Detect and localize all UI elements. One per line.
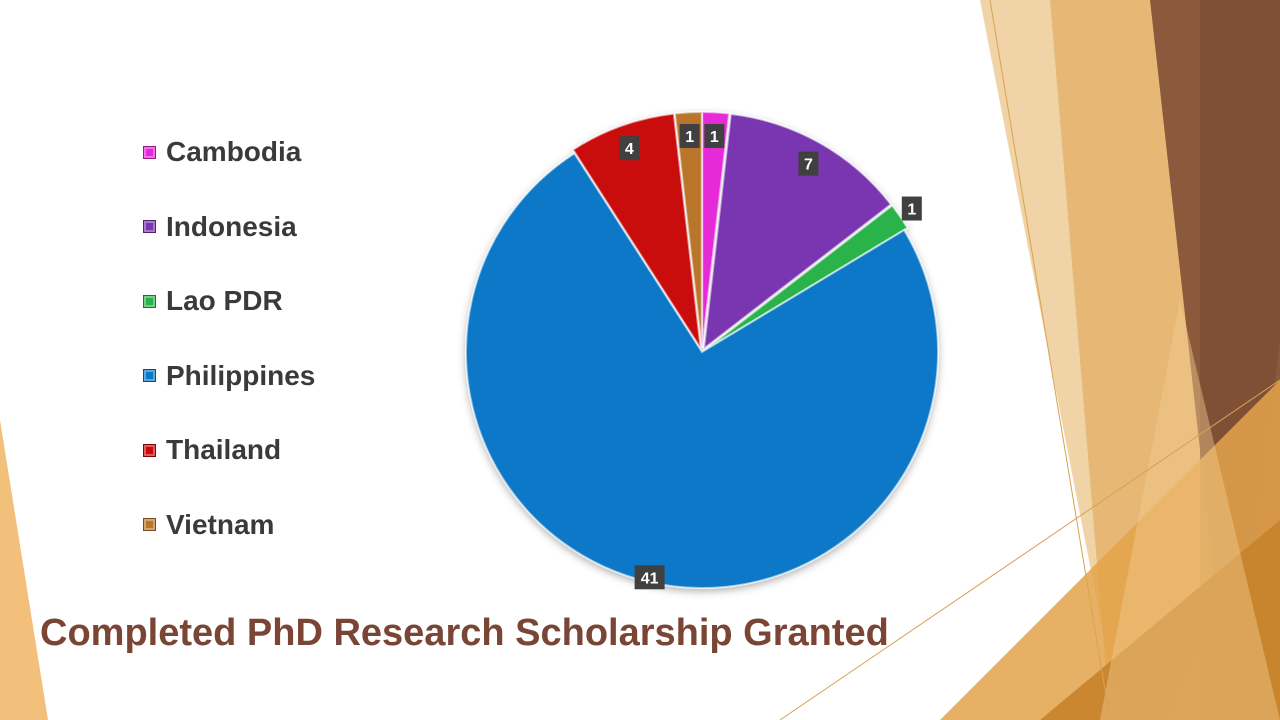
legend-swatch — [143, 443, 156, 457]
data-label-box — [634, 565, 665, 590]
legend-label: Indonesia — [166, 210, 297, 242]
data-label: 41 — [634, 565, 665, 590]
data-label-box — [679, 123, 700, 148]
data-label: 4 — [619, 136, 640, 161]
data-label-text: 1 — [907, 202, 916, 219]
legend-swatch — [143, 220, 156, 233]
data-label-text: 4 — [625, 141, 634, 158]
legend-label: Lao PDR — [166, 285, 283, 316]
legend-swatch — [143, 369, 156, 382]
pie-slice-lao-pdr — [704, 204, 909, 351]
legend-swatch — [143, 518, 156, 531]
pie-slice-indonesia — [702, 112, 893, 351]
legend-swatch — [143, 294, 156, 308]
data-label-box — [901, 196, 922, 221]
pie-slice-vietnam — [673, 111, 703, 349]
data-label: 1 — [901, 196, 922, 221]
pie-slice-thailand — [571, 112, 702, 349]
legend-label: Philippines — [166, 359, 316, 391]
data-label: 7 — [798, 151, 819, 176]
legend-label: Vietnam — [166, 508, 275, 540]
legend-label: Cambodia — [166, 136, 302, 167]
data-label-text: 7 — [804, 157, 813, 174]
data-label: 1 — [679, 123, 700, 148]
data-label-box — [619, 136, 640, 161]
data-label-box — [798, 151, 819, 176]
legend-item: Lao PDR — [143, 281, 283, 321]
chart-title: Completed PhD Research Scholarship Grant… — [40, 612, 889, 654]
legend-swatch — [143, 145, 156, 159]
legend-item: Thailand — [143, 430, 281, 470]
data-label-box — [704, 123, 725, 148]
legend-item: Indonesia — [143, 207, 297, 247]
data-label: 1 — [704, 123, 725, 148]
data-label-text: 1 — [685, 129, 694, 146]
legend-item: Philippines — [143, 356, 315, 396]
legend-item: Cambodia — [143, 132, 301, 172]
legend-label: Thailand — [166, 434, 282, 465]
data-label-text: 41 — [641, 570, 659, 587]
data-label-text: 1 — [710, 129, 719, 146]
legend-item: Vietnam — [143, 505, 274, 545]
